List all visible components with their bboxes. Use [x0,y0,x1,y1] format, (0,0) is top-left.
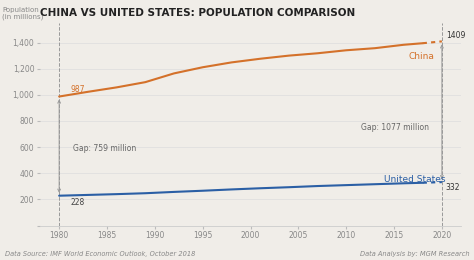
Text: China: China [409,52,434,61]
Text: Gap: 1077 million: Gap: 1077 million [361,123,428,132]
Text: Population
(in millions): Population (in millions) [2,7,44,20]
Text: 332: 332 [446,183,460,192]
Text: United States: United States [384,175,446,184]
Text: 987: 987 [71,85,85,94]
Text: Data Source: IMF World Economic Outlook, October 2018: Data Source: IMF World Economic Outlook,… [5,251,195,257]
Text: 1409: 1409 [446,31,465,40]
Text: Gap: 759 million: Gap: 759 million [73,144,137,153]
Text: Data Analysis by: MGM Research: Data Analysis by: MGM Research [360,251,469,257]
Text: 228: 228 [71,198,85,207]
Text: CHINA VS UNITED STATES: POPULATION COMPARISON: CHINA VS UNITED STATES: POPULATION COMPA… [40,8,355,18]
